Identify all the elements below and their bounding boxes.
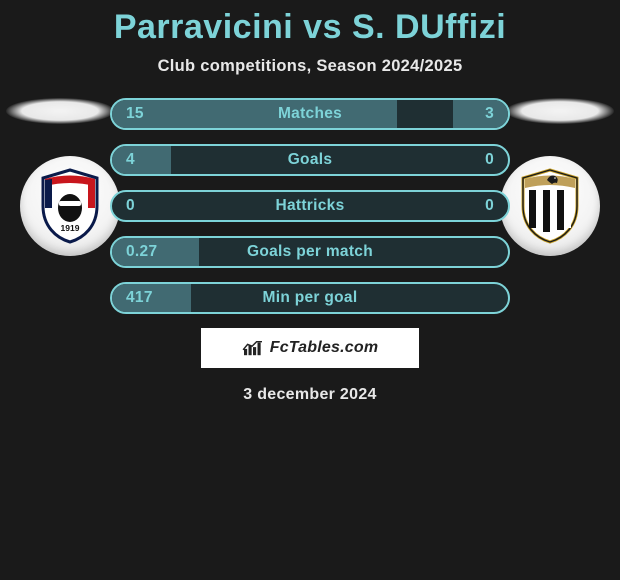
shield-icon: 1919 <box>39 168 101 244</box>
bar-chart-icon <box>242 339 264 357</box>
shield-icon <box>519 168 581 244</box>
stat-row: 4Goals0 <box>110 144 510 176</box>
club-crest-left: 1919 <box>20 156 120 256</box>
player-shadow-left <box>6 98 114 124</box>
club-crest-right <box>500 156 600 256</box>
brand-text: FcTables.com <box>270 339 379 357</box>
stat-value-right: 0 <box>485 146 494 174</box>
stat-value-right: 0 <box>485 192 494 220</box>
stats-table: 15Matches34Goals00Hattricks00.27Goals pe… <box>110 98 510 314</box>
stat-row: 0.27Goals per match <box>110 236 510 268</box>
stat-label: Goals per match <box>112 238 508 266</box>
comparison-area: 1919 <box>0 98 620 314</box>
stat-row: 15Matches3 <box>110 98 510 130</box>
player-shadow-right <box>506 98 614 124</box>
stat-value-right: 3 <box>485 100 494 128</box>
page-title: Parravicini vs S. DUffizi <box>0 0 620 47</box>
stat-row: 0Hattricks0 <box>110 190 510 222</box>
brand-badge: FcTables.com <box>201 328 419 368</box>
stat-label: Goals <box>112 146 508 174</box>
stat-label: Min per goal <box>112 284 508 312</box>
snapshot-date: 3 december 2024 <box>0 386 620 404</box>
svg-text:1919: 1919 <box>61 223 80 233</box>
stat-label: Hattricks <box>112 192 508 220</box>
page-subtitle: Club competitions, Season 2024/2025 <box>0 57 620 76</box>
stat-row: 417Min per goal <box>110 282 510 314</box>
stat-label: Matches <box>112 100 508 128</box>
